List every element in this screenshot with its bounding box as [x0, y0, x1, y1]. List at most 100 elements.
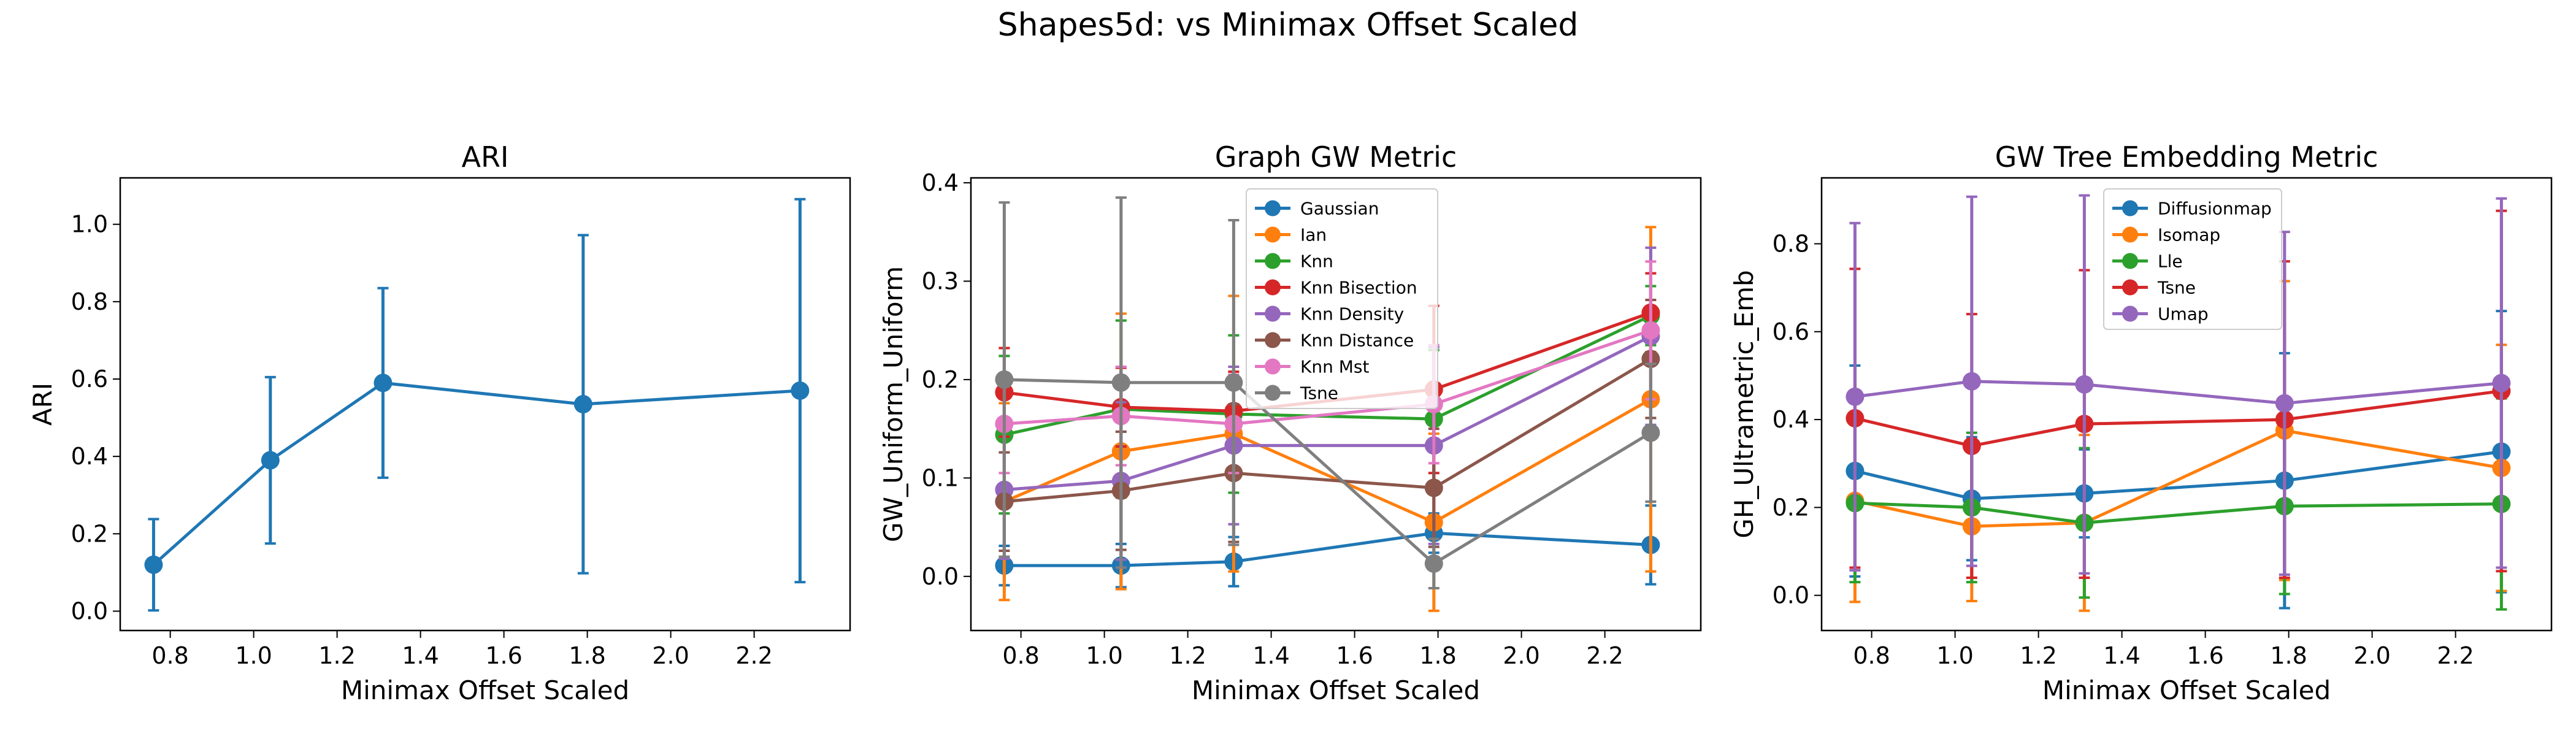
x-tick-label: 2.2	[1586, 642, 1623, 669]
x-tick-label: 1.4	[2103, 642, 2140, 669]
chart-panel-2: Graph GW Metric 0.8 1.0 1.2 1.4 1.6 1.8 2.0 2.2 0…	[878, 140, 1702, 705]
data-point	[573, 395, 592, 413]
axes-frame	[1820, 177, 2553, 632]
legend-label: Umap	[2158, 304, 2209, 324]
legend-swatch-marker	[2122, 305, 2138, 322]
chart-title: ARI	[462, 140, 509, 174]
legend-frame	[1246, 188, 1438, 409]
chart-panel-1: ARI 0.8 1.0 1.2 1.4 1.6 1.8 2.0 2.2 0.0 0.2 0.4 0.6 0…	[28, 140, 851, 705]
y-tick-label: 0.3	[922, 267, 959, 294]
data-point	[1641, 321, 1660, 340]
legend-label: Knn Bisection	[1300, 278, 1417, 298]
legend-swatch-marker	[2122, 253, 2138, 269]
y-axis-label: GH_Ultrametric_Emb	[1729, 270, 1759, 538]
y-tick-label: 0.0	[922, 563, 959, 590]
legend-swatch-marker	[2122, 226, 2138, 243]
x-tick-label: 1.4	[1252, 642, 1289, 669]
y-tick-label: 0.4	[71, 443, 108, 470]
y-tick-label: 0.0	[1773, 582, 1809, 609]
legend-label: Tsne	[2157, 278, 2196, 298]
legend-label: Isomap	[2158, 225, 2220, 245]
x-tick-label: 0.8	[1002, 642, 1039, 669]
legend-swatch-marker	[2122, 279, 2138, 296]
legend-label: Knn Distance	[1300, 331, 1414, 351]
x-tick-label: 2.0	[2353, 642, 2390, 669]
series-1	[144, 197, 810, 612]
data-point	[1424, 478, 1443, 497]
data-point	[1111, 373, 1130, 392]
data-point	[2275, 394, 2294, 413]
data-point	[144, 555, 163, 574]
x-tick-label: 2.0	[1503, 642, 1539, 669]
x-tick-label: 2.2	[735, 642, 772, 669]
x-tick-label: 1.2	[318, 642, 355, 669]
legend-swatch-marker	[1265, 358, 1281, 375]
y-tick-label: 0.6	[71, 366, 108, 393]
legend-label: Knn Density	[1300, 304, 1404, 324]
data-point	[2075, 375, 2094, 394]
series-5	[1846, 194, 2511, 577]
y-axis-label: ARI	[28, 383, 58, 426]
y-tick-label: 0.0	[71, 597, 108, 624]
chart-title: Graph GW Metric	[1215, 140, 1457, 174]
axes-frame	[970, 177, 1702, 632]
x-tick-label: 0.8	[1853, 642, 1890, 669]
x-tick-label: 2.2	[2437, 642, 2474, 669]
legend: Gaussian Ian Knn Knn Bisection Knn Density Kn…	[1246, 188, 1438, 409]
legend-swatch-marker	[1265, 200, 1281, 217]
x-tick-label: 1.2	[2020, 642, 2057, 669]
chart-title: GW Tree Embedding Metric	[1995, 140, 2379, 174]
legend-swatch-marker	[1265, 253, 1281, 269]
x-axis-label: Minimax Offset Scaled	[2042, 675, 2331, 705]
y-tick-label: 0.2	[1773, 494, 1809, 521]
y-tick-label: 0.4	[922, 169, 959, 196]
y-tick-label: 0.8	[71, 288, 108, 315]
legend-label: Lle	[2158, 251, 2183, 272]
data-point	[1846, 387, 1865, 406]
x-tick-label: 1.6	[1336, 642, 1373, 669]
legend-label: Knn	[1300, 251, 1333, 272]
x-tick-label: 1.4	[402, 642, 439, 669]
legend-swatch-marker	[1265, 385, 1281, 401]
legend-label: Diffusionmap	[2158, 199, 2272, 219]
panels: ARI 0.8 1.0 1.2 1.4 1.6 1.8 2.0 2.2 0.0 0.2 0.4 0.6 0…	[28, 140, 2553, 705]
y-tick-label: 0.4	[1773, 406, 1809, 433]
y-tick-label: 1.0	[71, 211, 108, 238]
y-tick-label: 0.1	[922, 464, 959, 491]
x-tick-label: 1.0	[1936, 642, 1973, 669]
data-point	[791, 381, 810, 400]
data-point	[1641, 423, 1660, 442]
legend-label: Tsne	[1300, 383, 1338, 404]
axes-frame	[119, 177, 851, 632]
y-tick-label: 0.2	[922, 366, 959, 393]
y-axis-label: GW_Uniform_Uniform	[878, 266, 908, 542]
data-point	[261, 451, 280, 470]
figure-suptitle: Shapes5d: vs Minimax Offset Scaled	[998, 7, 1579, 44]
legend-label: Knn Mst	[1300, 357, 1370, 377]
x-tick-label: 1.8	[2270, 642, 2307, 669]
series-8	[995, 196, 1660, 590]
x-axis-label: Minimax Offset Scaled	[341, 675, 629, 705]
legend-swatch-marker	[1265, 226, 1281, 243]
x-tick-label: 1.0	[1086, 642, 1122, 669]
x-tick-label: 1.8	[569, 642, 605, 669]
x-axis-label: Minimax Offset Scaled	[1192, 675, 1480, 705]
legend-swatch-marker	[1265, 305, 1281, 322]
legend-swatch-marker	[1265, 332, 1281, 348]
y-tick-label: 0.6	[1773, 318, 1809, 345]
x-tick-label: 1.0	[235, 642, 272, 669]
legend-swatch-marker	[2122, 200, 2138, 217]
data-point	[1224, 373, 1243, 392]
y-tick-label: 0.2	[71, 520, 108, 547]
y-tick-label: 0.8	[1773, 230, 1809, 257]
x-tick-label: 1.2	[1169, 642, 1206, 669]
x-tick-label: 2.0	[652, 642, 689, 669]
x-tick-label: 1.8	[1419, 642, 1456, 669]
x-tick-label: 1.6	[485, 642, 522, 669]
data-point	[2492, 374, 2511, 393]
legend-frame	[2103, 188, 2282, 330]
chart-panel-3: GW Tree Embedding Metric 0.8 1.0 1.2 1.4 1.6 1…	[1729, 140, 2553, 705]
legend-label: Gaussian	[1300, 199, 1379, 219]
data-point	[1962, 372, 1981, 391]
